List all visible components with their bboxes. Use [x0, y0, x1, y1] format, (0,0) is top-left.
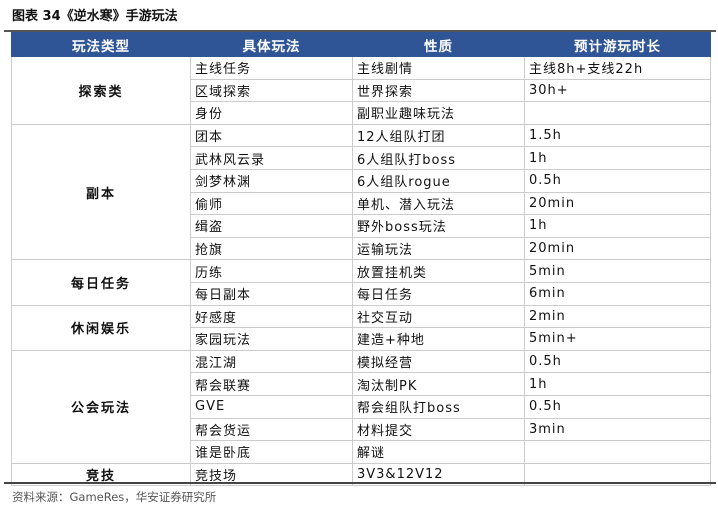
nature-cell: 12人组队打团	[352, 123, 525, 148]
duration-cell: 1.5h	[524, 123, 711, 148]
header-row: 玩法类型 具体玩法 性质 预计游玩时长	[11, 32, 711, 57]
gameplay-cell: 抢旗	[190, 236, 353, 261]
nature-cell: 建造+种地	[352, 327, 525, 351]
duration-cell	[524, 440, 711, 464]
table-row: 休闲娱乐 好感度 社交互动 2min	[11, 304, 711, 351]
category-cell: 休闲娱乐	[11, 304, 191, 351]
gameplay-table: 玩法类型 具体玩法 性质 预计游玩时长 探索类 主线任务 主线剧情 主线8h+支线22…	[11, 32, 711, 487]
header-cell: 玩法类型	[11, 32, 191, 57]
nature-cell: 解谜	[352, 440, 525, 464]
duration-cell: 30h+	[524, 78, 711, 103]
nature-cell: 帮会组队打boss	[352, 394, 525, 419]
table-row: 剑梦林渊 6人组队rogue 0.5h	[12, 168, 711, 193]
gameplay-cell: 主线任务	[190, 56, 353, 80]
gameplay-cell: 历练	[190, 259, 353, 283]
nature-cell: 主线剧情	[352, 56, 525, 80]
duration-cell: 5min	[524, 259, 711, 283]
gameplay-cell: 帮会货运	[190, 417, 353, 442]
duration-cell: 主线8h+支线22h	[524, 56, 711, 80]
duration-cell	[524, 101, 711, 125]
duration-cell: 1h	[524, 372, 711, 396]
category-cell: 公会玩法	[11, 349, 191, 464]
table-row: 探索类 主线任务 主线剧情 主线8h+支线22h	[11, 56, 711, 125]
nature-cell: 3V3&12V12	[352, 462, 525, 487]
nature-cell: 模拟经营	[352, 349, 525, 374]
duration-cell: 1h	[524, 214, 711, 238]
duration-cell: 0.5h	[524, 349, 711, 374]
duration-cell: 1h	[524, 146, 711, 170]
duration-cell: 2min	[524, 304, 711, 329]
gameplay-cell: 武林风云录	[190, 146, 353, 170]
nature-cell: 野外boss玩法	[352, 214, 525, 238]
duration-cell: 0.5h	[524, 394, 711, 419]
table-row: 帮会联赛 淘汰制PK 1h	[12, 372, 711, 396]
nature-cell: 放置挂机类	[352, 259, 525, 283]
nature-cell: 世界探索	[352, 78, 525, 103]
nature-cell: 每日任务	[352, 281, 525, 306]
gameplay-cell: 身份	[190, 101, 353, 125]
bottom-rule	[4, 482, 716, 484]
table-row: GVE 帮会组队打boss 0.5h	[12, 394, 711, 419]
figure-title: 图表 34《逆水寒》手游玩法	[12, 9, 178, 24]
nature-cell: 社交互动	[352, 304, 525, 329]
table-row: 帮会货运 材料提交 3min	[12, 417, 711, 442]
gameplay-cell: 区域探索	[190, 78, 353, 103]
source-note: 资料来源：GameRes，华安证券研究所	[12, 490, 217, 504]
table-row: 副本 团本 12人组队打团 1.5h	[11, 123, 711, 261]
gameplay-cell: GVE	[190, 394, 353, 419]
duration-cell	[524, 462, 711, 487]
table-row: 谁是卧底 解谜	[12, 440, 711, 464]
nature-cell: 6人组队打boss	[352, 146, 525, 170]
header-cell: 预计游玩时长	[524, 32, 711, 57]
category-cell: 探索类	[11, 56, 191, 125]
nature-cell: 副职业趣味玩法	[352, 101, 525, 125]
table-row: 公会玩法 混江湖 模拟经营 0.5h	[11, 349, 711, 464]
duration-cell: 20min	[524, 236, 711, 261]
category-cell: 副本	[11, 123, 191, 261]
table-row: 家园玩法 建造+种地 5min+	[12, 327, 711, 351]
header-cell: 具体玩法	[190, 32, 353, 57]
gameplay-cell: 家园玩法	[190, 327, 353, 351]
gameplay-cell: 谁是卧底	[190, 440, 353, 464]
header-cell: 性质	[352, 32, 525, 57]
top-rule	[4, 30, 716, 32]
category-cell: 每日任务	[11, 259, 191, 306]
duration-cell: 0.5h	[524, 168, 711, 193]
gameplay-cell: 团本	[190, 123, 353, 148]
table-row: 每日副本 每日任务 6min	[12, 281, 711, 306]
table-row: 竞技 竞技场 3V3&12V12	[11, 462, 711, 487]
gameplay-cell: 竞技场	[190, 462, 353, 487]
duration-cell: 5min+	[524, 327, 711, 351]
nature-cell: 6人组队rogue	[352, 168, 525, 193]
table-row: 武林风云录 6人组队打boss 1h	[12, 146, 711, 170]
nature-cell: 淘汰制PK	[352, 372, 525, 396]
duration-cell: 6min	[524, 281, 711, 306]
gameplay-cell: 好感度	[190, 304, 353, 329]
gameplay-cell: 帮会联赛	[190, 372, 353, 396]
gameplay-cell: 每日副本	[190, 281, 353, 306]
gameplay-cell: 混江湖	[190, 349, 353, 374]
table-row: 每日任务 历练 放置挂机类 5min	[11, 259, 711, 306]
category-cell: 竞技	[11, 462, 191, 487]
duration-cell: 20min	[524, 191, 711, 216]
gameplay-cell: 偷师	[190, 191, 353, 216]
table-row: 缉盗 野外boss玩法 1h	[12, 214, 711, 238]
table-row: 区域探索 世界探索 30h+	[12, 78, 711, 103]
gameplay-cell: 缉盗	[190, 214, 353, 238]
nature-cell: 单机、潜入玩法	[352, 191, 525, 216]
nature-cell: 材料提交	[352, 417, 525, 442]
nature-cell: 运输玩法	[352, 236, 525, 261]
gameplay-cell: 剑梦林渊	[190, 168, 353, 193]
duration-cell: 3min	[524, 417, 711, 442]
